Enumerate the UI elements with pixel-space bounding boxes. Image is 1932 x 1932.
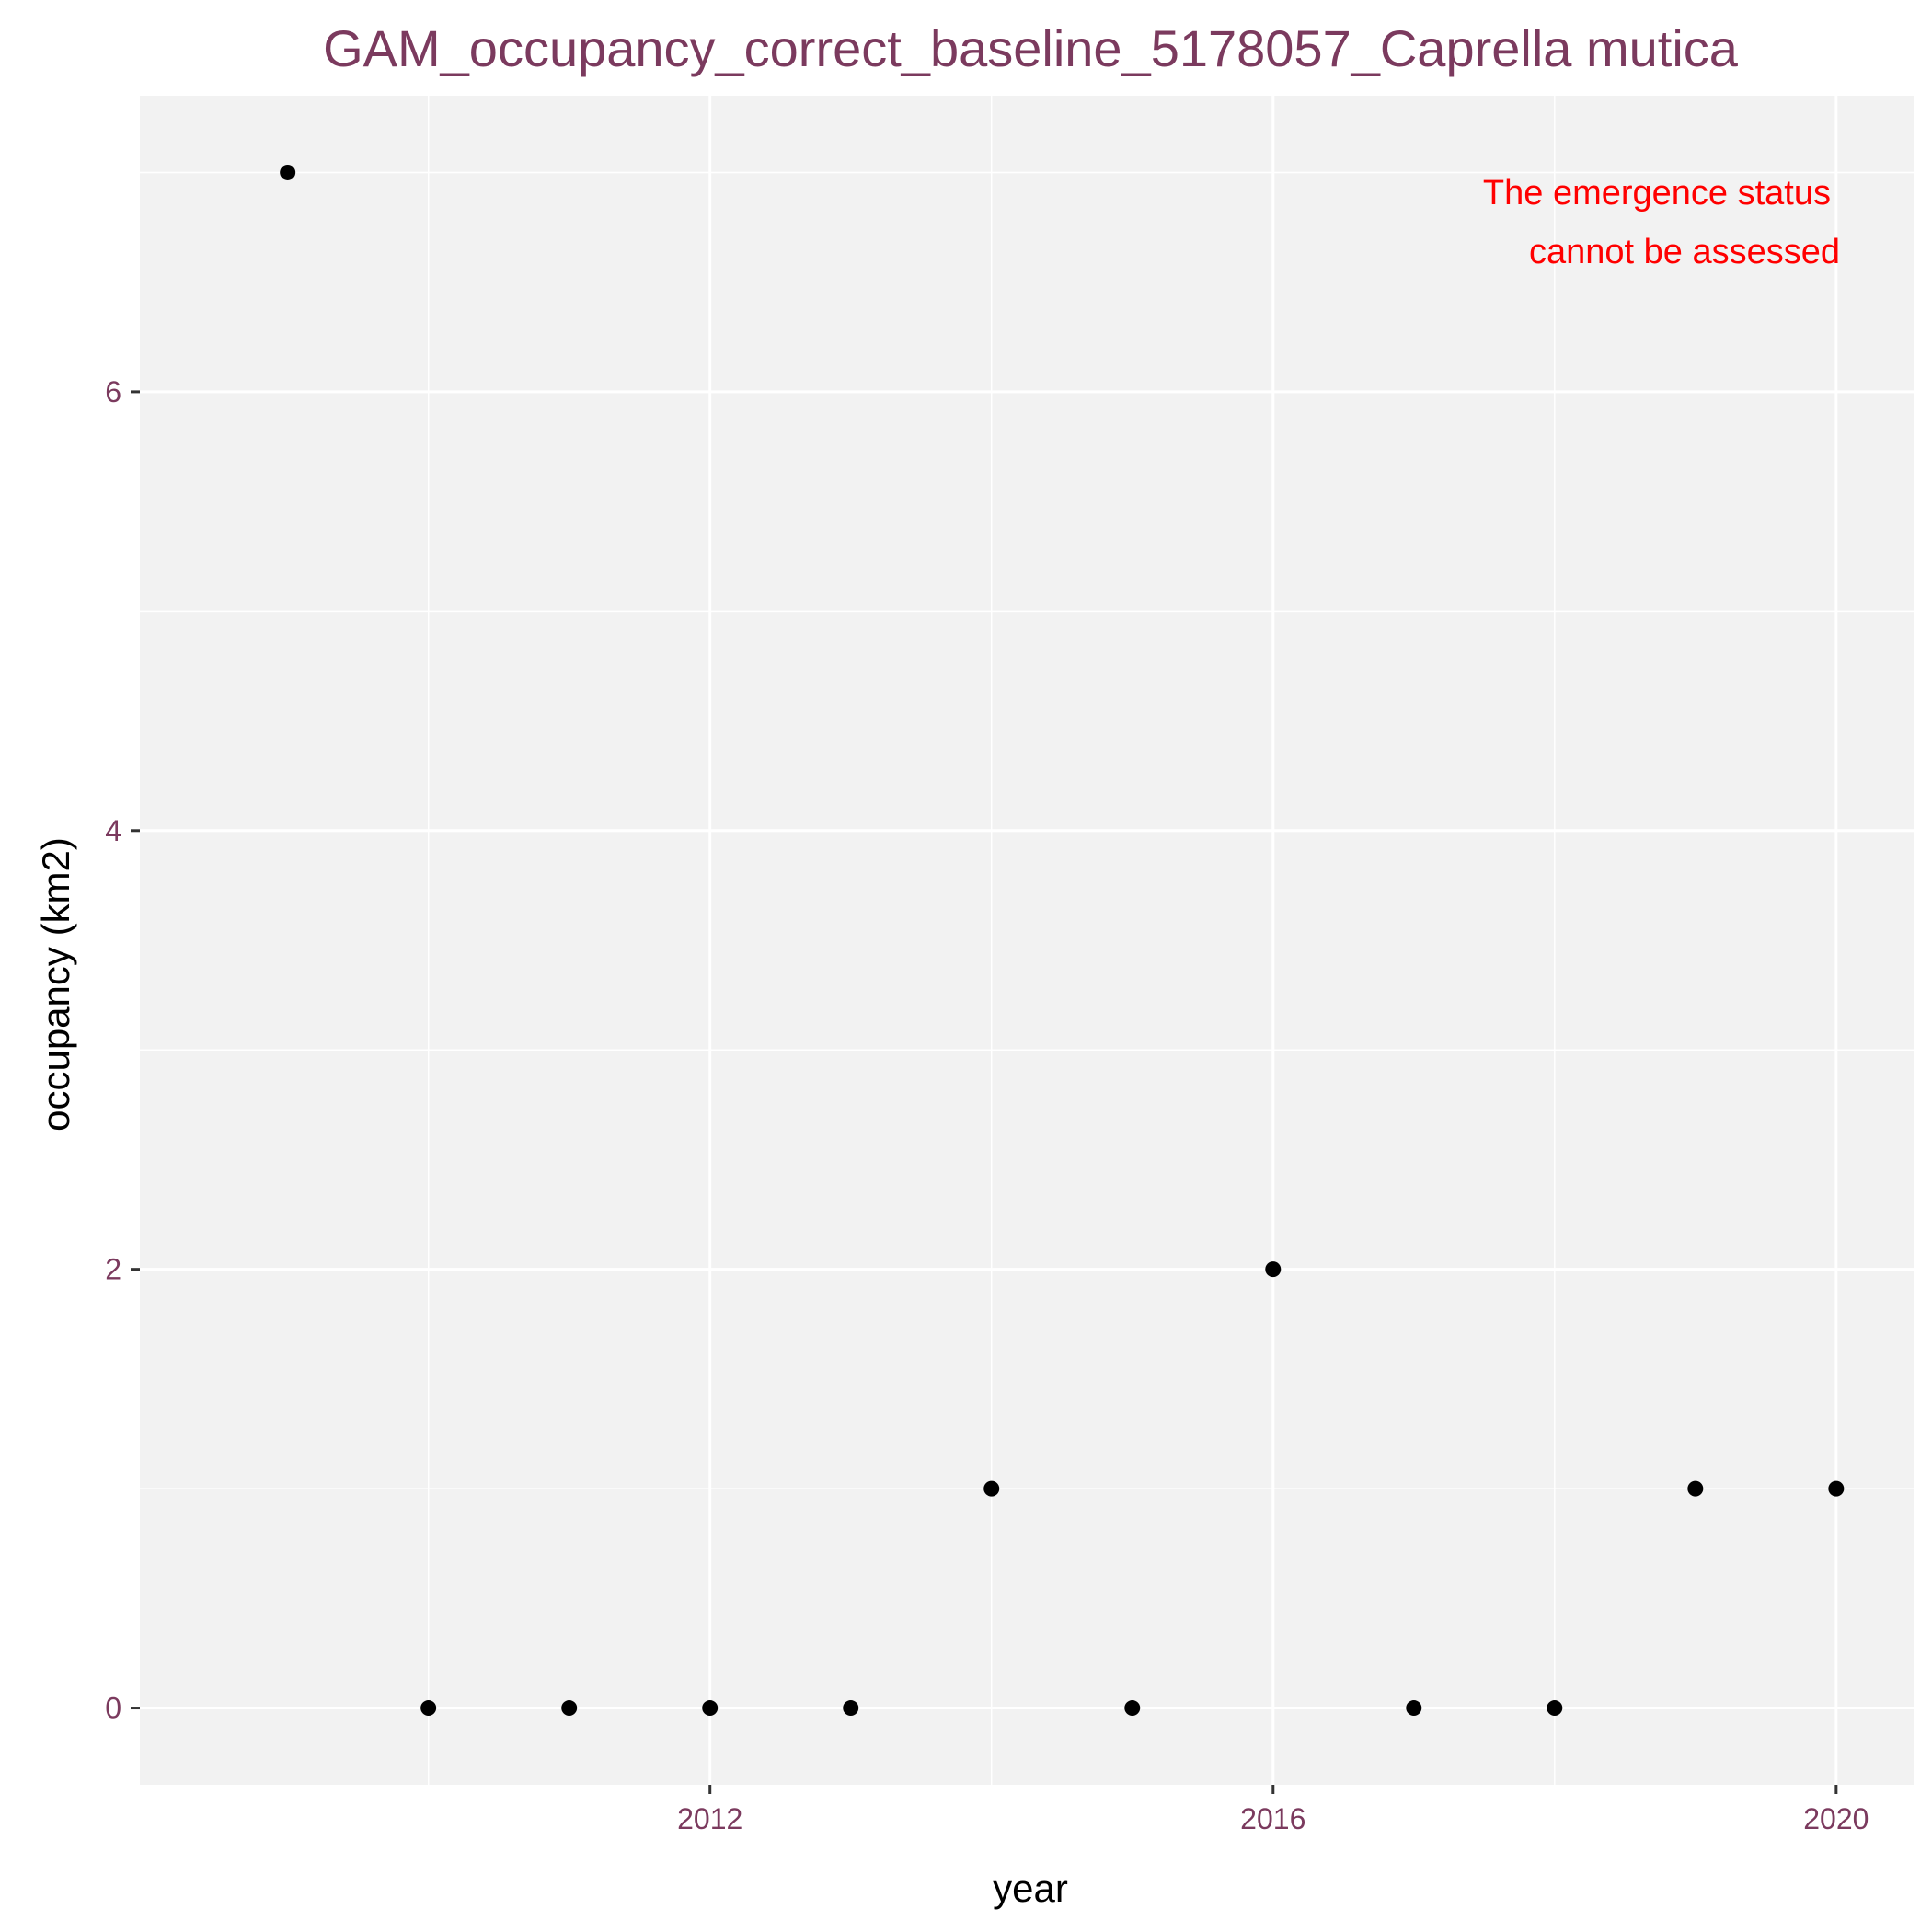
data-point xyxy=(843,1700,859,1717)
annotation-line-2: cannot be assessed xyxy=(1529,233,1840,271)
grid-minor xyxy=(140,96,1914,1785)
y-tick-label: 2 xyxy=(105,1253,121,1286)
x-tick-label: 2012 xyxy=(677,1802,742,1835)
x-axis-label: year xyxy=(993,1867,1068,1910)
data-point xyxy=(1547,1700,1563,1717)
data-point xyxy=(1687,1480,1704,1497)
data-point xyxy=(1406,1700,1422,1717)
annotation-line-1: The emergence status xyxy=(1483,174,1831,213)
data-point xyxy=(1828,1480,1845,1497)
data-points xyxy=(280,164,1845,1717)
y-tick-label: 6 xyxy=(105,375,121,408)
chart-title: GAM_occupancy_correct_baseline_5178057_C… xyxy=(323,19,1739,77)
y-tick-label: 4 xyxy=(105,814,121,847)
y-axis: 0 2 4 6 xyxy=(105,375,140,1725)
data-point xyxy=(1124,1700,1141,1717)
data-point xyxy=(1265,1261,1282,1278)
x-tick-label: 2016 xyxy=(1240,1802,1305,1835)
data-point xyxy=(983,1480,1000,1497)
x-tick-label: 2020 xyxy=(1803,1802,1869,1835)
data-point xyxy=(561,1700,578,1717)
x-axis: 2012 2016 2020 xyxy=(677,1785,1869,1835)
annotation: The emergence status cannot be assessed xyxy=(1483,174,1840,271)
data-point xyxy=(280,164,296,180)
y-axis-label: occupancy (km2) xyxy=(34,837,77,1132)
plot-panel xyxy=(140,96,1914,1785)
data-point xyxy=(702,1700,719,1717)
data-point xyxy=(420,1700,437,1717)
y-tick-label: 0 xyxy=(105,1692,121,1725)
